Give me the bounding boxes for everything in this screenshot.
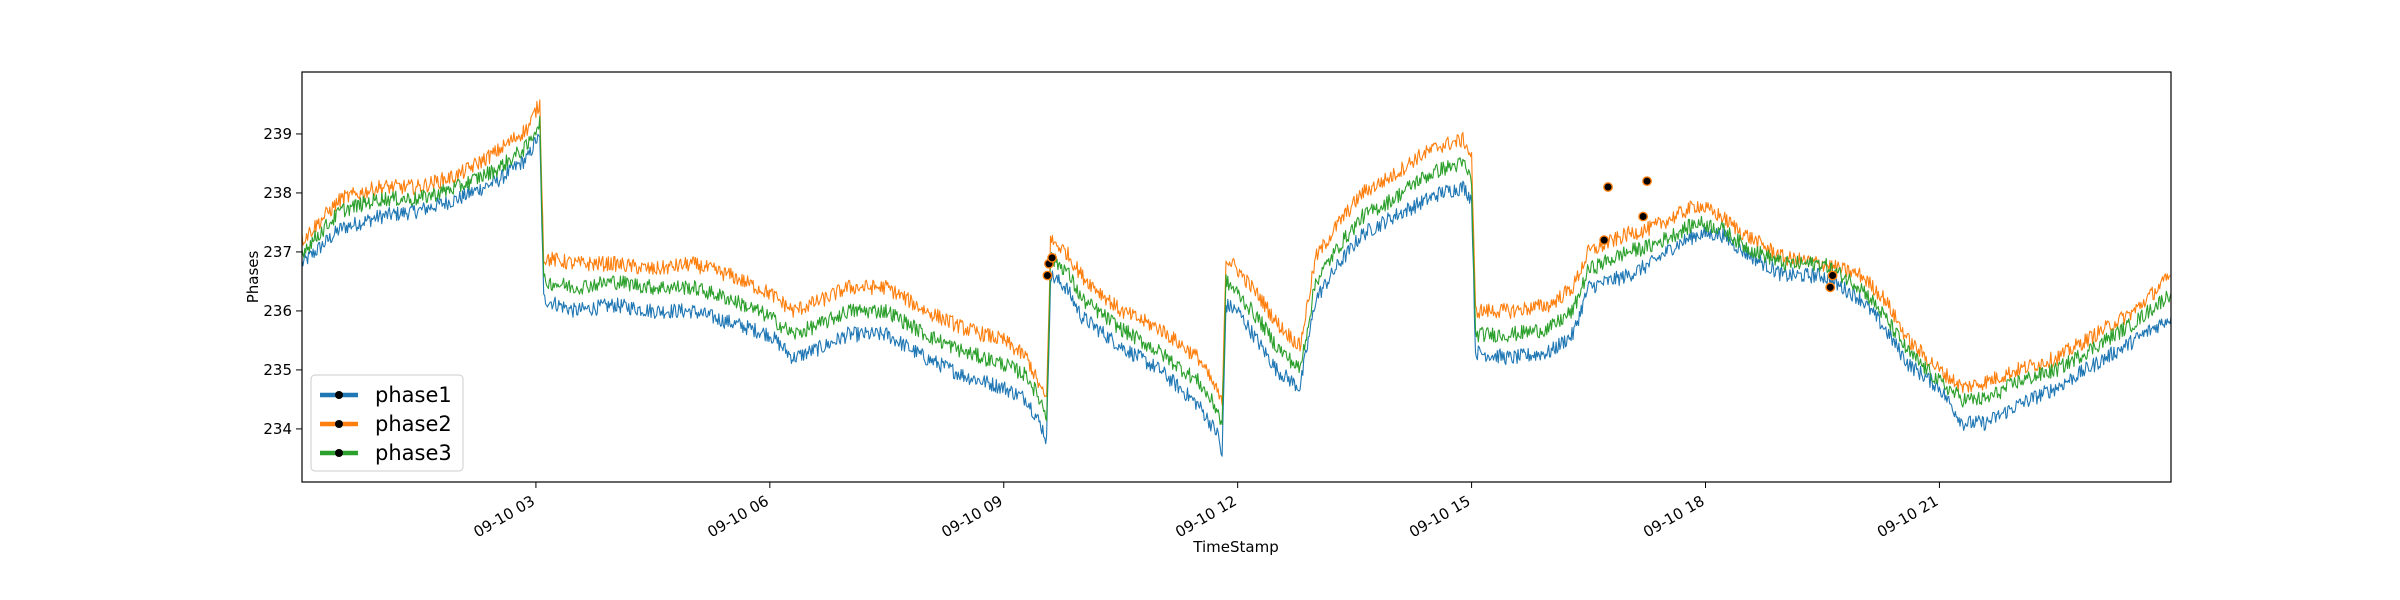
legend-marker-phase2 (335, 420, 343, 428)
outlier-marker (1047, 252, 1057, 263)
marker-layer (1042, 176, 1838, 293)
outlier-marker (1638, 211, 1649, 222)
legend-label-phase3: phase3 (375, 441, 452, 465)
legend-marker-phase3 (335, 449, 343, 457)
plot-frame (301, 71, 2172, 483)
outlier-marker (1642, 176, 1652, 187)
legend-label-phase1: phase1 (375, 383, 452, 407)
y-tick-label: 239 (263, 125, 292, 143)
outlier-marker (1599, 235, 1610, 246)
y-tick-label: 236 (263, 302, 292, 320)
outlier-marker (1603, 182, 1613, 192)
outlier-marker (1827, 270, 1838, 281)
y-axis-label: Phases (244, 251, 262, 304)
x-axis-label: TimeStamp (1192, 538, 1278, 556)
legend-box (310, 374, 464, 472)
y-axis-ticks: 234 235 236 237 238 239 (263, 125, 302, 438)
y-tick-label: 237 (263, 243, 292, 261)
series-line-phase1 (301, 133, 2172, 457)
outlier-marker (1825, 282, 1836, 293)
series-layer (301, 99, 2172, 457)
y-tick-label: 234 (263, 420, 292, 438)
series-line-phase2 (301, 99, 2172, 406)
legend-label-phase2: phase2 (375, 412, 452, 436)
legend-marker-phase1 (335, 391, 343, 399)
series-line-phase3 (301, 115, 2172, 426)
legend: phase1 phase2 phase3 (310, 374, 464, 472)
y-tick-label: 238 (263, 184, 292, 202)
y-tick-label: 235 (263, 361, 292, 379)
outlier-marker (1042, 270, 1053, 281)
